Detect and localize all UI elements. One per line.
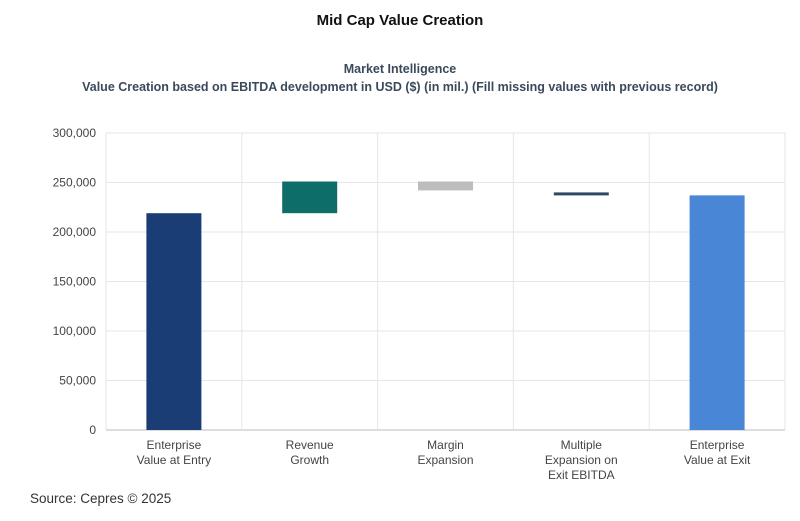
x-category-label: Margin <box>427 438 464 452</box>
x-category-label: Revenue <box>286 438 334 452</box>
x-category-label: Expansion on <box>545 453 618 467</box>
x-category-label: Multiple <box>561 438 603 452</box>
bar <box>689 195 745 430</box>
y-tick-label: 0 <box>89 423 96 437</box>
source-note: Source: Cepres © 2025 <box>30 491 172 506</box>
page-title: Mid Cap Value Creation <box>316 12 484 29</box>
y-tick-label: 300,000 <box>53 126 97 140</box>
y-tick-label: 50,000 <box>59 374 96 388</box>
bar <box>282 181 338 214</box>
chart-title: Market Intelligence <box>343 62 457 76</box>
chart-subtitle: Value Creation based on EBITDA developme… <box>82 80 718 94</box>
x-category-label: Exit EBITDA <box>548 468 615 482</box>
x-category-label: Value at Entry <box>137 453 211 467</box>
bar <box>146 213 202 430</box>
x-category-label: Growth <box>290 453 329 467</box>
x-category-label: Enterprise <box>690 438 745 452</box>
x-category-label: Value at Exit <box>684 453 751 467</box>
y-tick-label: 250,000 <box>53 176 97 190</box>
x-category-label: Expansion <box>417 453 473 467</box>
x-category-label: Enterprise <box>147 438 202 452</box>
bar <box>418 181 473 191</box>
bar <box>553 192 609 196</box>
y-tick-label: 100,000 <box>53 324 97 338</box>
y-tick-label: 150,000 <box>53 275 97 289</box>
y-tick-label: 200,000 <box>53 225 97 239</box>
